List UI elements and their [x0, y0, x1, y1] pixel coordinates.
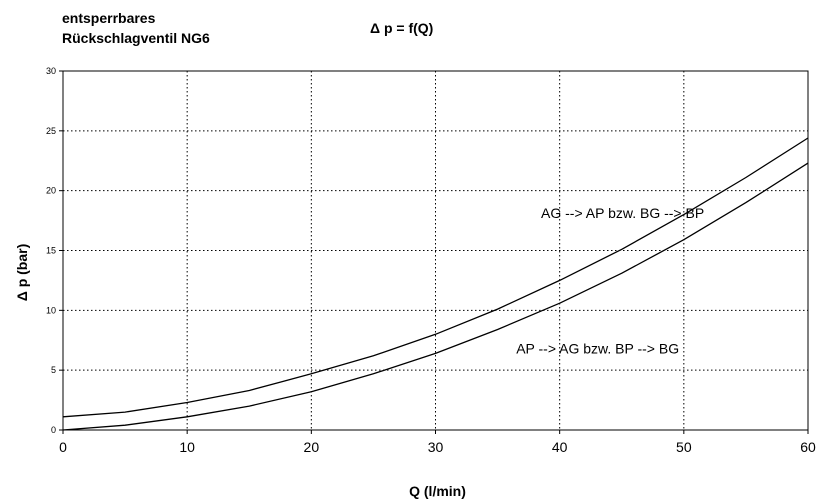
y-tick-label: 0: [51, 425, 56, 435]
x-tick-label: 30: [428, 439, 444, 455]
y-axis-label: Δ p (bar): [14, 244, 30, 302]
formula-label: Δ p = f(Q): [370, 20, 434, 36]
x-tick-label: 50: [676, 439, 692, 455]
x-tick-label: 40: [552, 439, 568, 455]
title-line-1: entsperrbares: [62, 10, 156, 26]
y-tick-label: 5: [51, 365, 56, 375]
title-line-2: Rückschlagventil NG6: [62, 30, 210, 46]
y-tick-label: 20: [46, 186, 56, 196]
y-tick-label: 10: [46, 305, 56, 315]
x-axis-label: Q (l/min): [409, 483, 466, 499]
chart-series: [62, 137, 809, 431]
chart-annotations: AG --> AP bzw. BG --> BP AP --> AG bzw. B…: [516, 205, 704, 356]
x-tick-label: 60: [800, 439, 816, 455]
chart-grid: [63, 71, 808, 430]
series-annotation-2: AP --> AG bzw. BP --> BG: [516, 340, 679, 356]
series-annotation-1: AG --> AP bzw. BG --> BP: [541, 205, 704, 221]
series-line-1: [62, 137, 809, 418]
series-line-2: [62, 162, 809, 431]
x-tick-label: 20: [304, 439, 320, 455]
x-tick-label: 0: [59, 439, 67, 455]
y-tick-label: 15: [46, 246, 56, 256]
chart-title: entsperrbares Rückschlagventil NG6: [62, 8, 210, 48]
axis-ticks: 0 10 20 30 40 50 60 0 5 10 15 20 25 30: [46, 66, 816, 455]
y-tick-label: 30: [46, 66, 56, 76]
x-tick-label: 10: [179, 439, 195, 455]
y-tick-label: 25: [46, 126, 56, 136]
